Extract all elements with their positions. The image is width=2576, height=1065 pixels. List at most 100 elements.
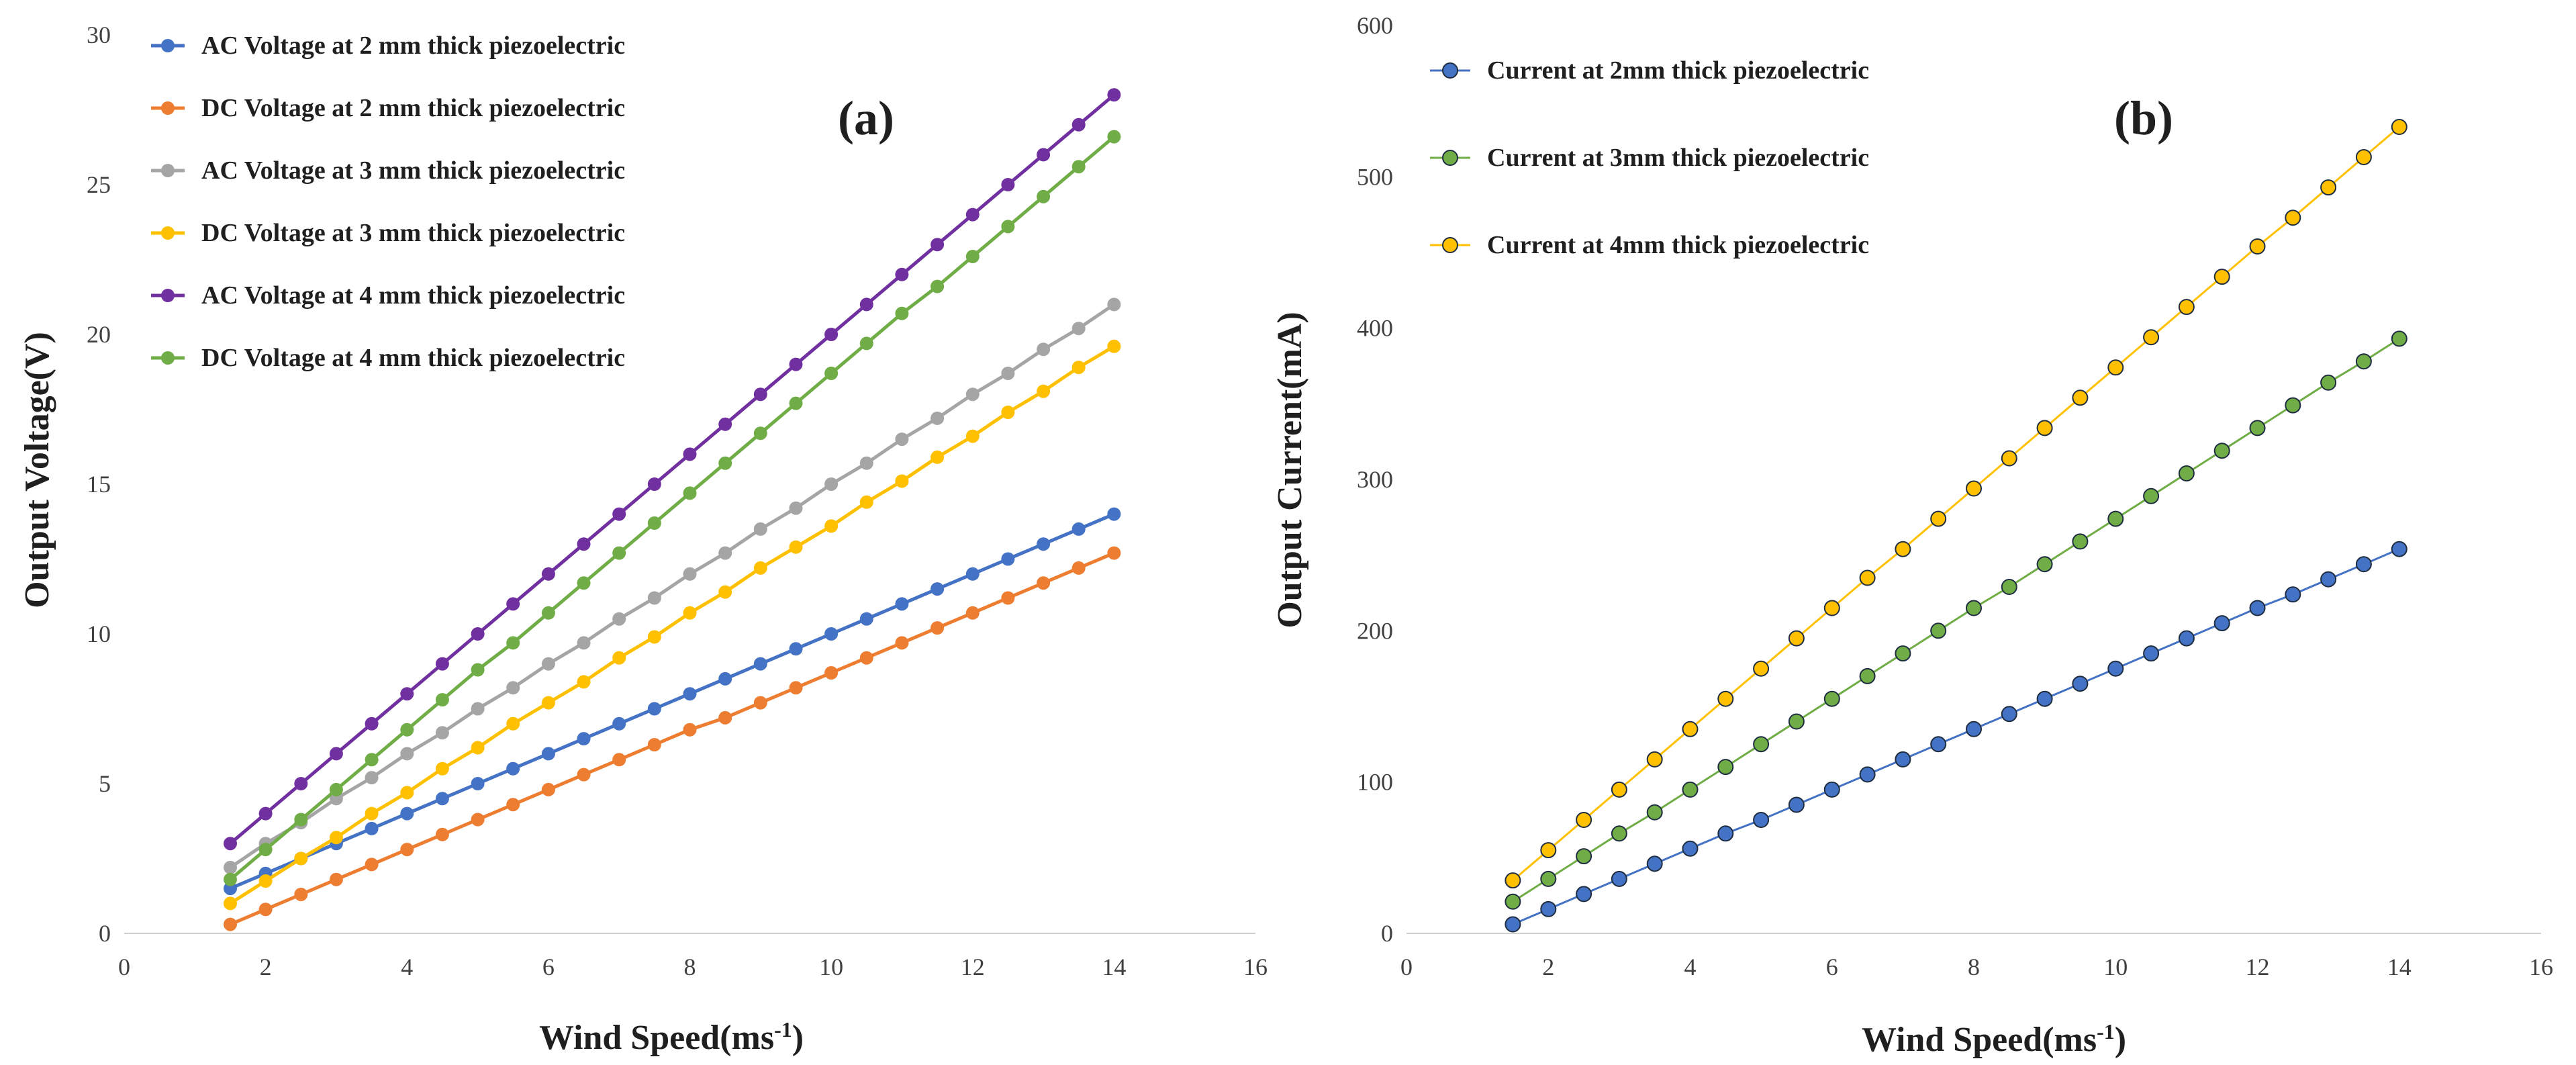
- data-point: [1895, 751, 1911, 768]
- data-point: [1966, 600, 1982, 616]
- data-point: [2036, 420, 2053, 436]
- x-tick-label: 6: [1826, 954, 1838, 980]
- data-point: [435, 827, 449, 841]
- data-point: [506, 798, 520, 812]
- data-point: [965, 567, 980, 581]
- data-point: [2355, 556, 2372, 573]
- data-point: [577, 768, 591, 782]
- legend-item: AC Voltage at 4 mm thick piezoelectric: [151, 281, 625, 310]
- data-point: [2143, 488, 2160, 504]
- data-point: [258, 806, 273, 821]
- legend-swatch-marker: [161, 351, 175, 365]
- data-point: [2072, 533, 2089, 550]
- data-point: [1895, 645, 1911, 662]
- chart-b-y-axis-title: Output Current(mA): [1271, 312, 1309, 628]
- y-tick-label: 30: [87, 21, 111, 48]
- data-point: [1682, 781, 1699, 798]
- data-point: [1001, 220, 1015, 234]
- x-tick-label: 2: [1542, 954, 1554, 980]
- chart-a: (a) 0 2 4 6 8 10 12 14 16 0 5 10 15 20 25 30 Wind Spee…: [18, 21, 1268, 1057]
- data-point: [506, 716, 520, 731]
- series-line-4: [229, 344, 1115, 905]
- x-tick-label: 14: [2387, 954, 2412, 980]
- data-point: [2001, 579, 2017, 595]
- data-point: [435, 792, 449, 806]
- legend-label: DC Voltage at 3 mm thick piezoelectric: [201, 219, 625, 247]
- data-point: [612, 507, 626, 521]
- data-point: [683, 567, 697, 581]
- data-point: [1001, 591, 1015, 605]
- series-line-1: [1512, 548, 2400, 925]
- data-point: [612, 612, 626, 626]
- data-point: [789, 357, 803, 371]
- data-point: [2213, 269, 2230, 285]
- data-point: [647, 702, 661, 716]
- data-point: [506, 681, 520, 695]
- data-point: [2355, 353, 2372, 370]
- data-point: [2107, 359, 2124, 376]
- data-point: [1071, 322, 1086, 336]
- data-point: [471, 663, 485, 677]
- data-point: [541, 747, 555, 761]
- legend-label: AC Voltage at 3 mm thick piezoelectric: [201, 156, 625, 185]
- legend-item: DC Voltage at 4 mm thick piezoelectric: [151, 344, 625, 372]
- data-point: [541, 606, 555, 620]
- series-line-3: [229, 303, 1115, 869]
- data-point: [1823, 600, 1840, 616]
- legend-swatch-marker: [1442, 150, 1458, 166]
- data-point: [859, 495, 873, 509]
- chart-b-legend: Current at 2mm thick piezoelectric Curren…: [1430, 56, 1869, 259]
- data-point: [1505, 893, 1521, 910]
- data-point: [1611, 825, 1627, 842]
- data-point: [2036, 690, 2053, 707]
- data-point: [1966, 721, 1982, 737]
- data-point: [718, 417, 732, 431]
- data-point: [294, 777, 308, 790]
- data-point: [1930, 622, 1947, 639]
- data-point: [718, 585, 732, 599]
- data-point: [647, 591, 661, 605]
- chart-b: (b) 0 2 4 6 8 10 12 14 16 0 100 200 300 400 500 600 Wi…: [1271, 12, 2553, 1059]
- data-point: [1071, 522, 1086, 536]
- data-point: [365, 821, 379, 835]
- legend-label: Current at 3mm thick piezoelectric: [1487, 144, 1869, 172]
- data-point: [400, 843, 414, 857]
- data-point: [718, 456, 732, 470]
- legend-item: Current at 2mm thick piezoelectric: [1430, 56, 1869, 85]
- y-tick-label: 15: [87, 471, 111, 498]
- data-point: [1646, 855, 1663, 872]
- data-point: [2285, 397, 2301, 414]
- data-point: [1505, 872, 1521, 889]
- data-point: [294, 813, 308, 827]
- data-point: [2213, 443, 2230, 459]
- legend-item: DC Voltage at 2 mm thick piezoelectric: [151, 94, 625, 122]
- data-point: [1753, 812, 1770, 828]
- legend-item: Current at 4mm thick piezoelectric: [1430, 231, 1869, 259]
- data-point: [577, 732, 591, 746]
- data-point: [859, 336, 873, 351]
- legend-item: Current at 3mm thick piezoelectric: [1430, 144, 1869, 172]
- data-point: [647, 738, 661, 751]
- y-tick-label: 100: [1357, 769, 1393, 796]
- data-point: [1107, 130, 1121, 144]
- data-point: [2249, 238, 2266, 254]
- data-point: [1037, 189, 1051, 203]
- data-point: [1646, 751, 1663, 768]
- data-point: [965, 207, 980, 222]
- x-tick-label: 2: [260, 954, 272, 980]
- legend-item: AC Voltage at 2 mm thick piezoelectric: [151, 32, 625, 60]
- data-point: [1037, 148, 1051, 162]
- data-point: [506, 597, 520, 611]
- data-point: [258, 874, 273, 888]
- legend-swatch-marker: [161, 289, 175, 302]
- chart-b-series-layer: [1505, 119, 2407, 933]
- data-point: [824, 328, 839, 341]
- data-point: [294, 888, 308, 901]
- chart-b-x-ticks: 0 2 4 6 8 10 12 14 16: [1400, 954, 2553, 980]
- data-point: [753, 561, 767, 575]
- chart-a-series-layer: [224, 88, 1121, 931]
- y-tick-label: 5: [99, 770, 111, 797]
- data-point: [258, 843, 273, 857]
- data-point: [2320, 179, 2337, 196]
- legend-label: DC Voltage at 2 mm thick piezoelectric: [201, 94, 625, 122]
